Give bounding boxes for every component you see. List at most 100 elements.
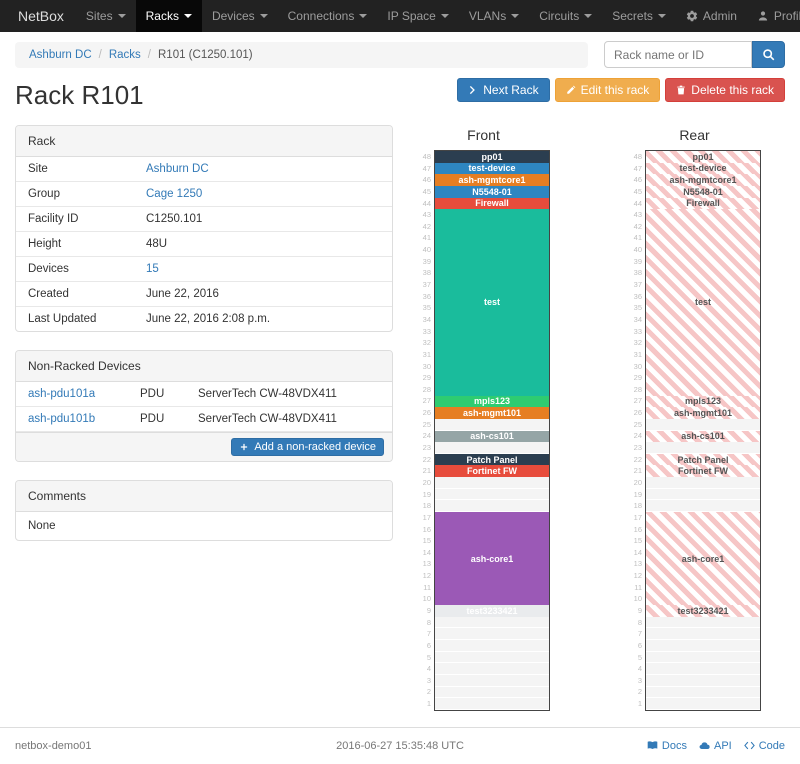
unit-number: 38 <box>422 268 431 278</box>
nav-item-sites[interactable]: Sites <box>76 0 136 32</box>
add-non-racked-device-button[interactable]: Add a non-racked device <box>231 438 384 456</box>
edit-rack-label: Edit this rack <box>580 83 650 97</box>
unit-number: 31 <box>633 349 642 359</box>
delete-rack-label: Delete this rack <box>691 83 774 97</box>
breadcrumb-item[interactable]: Racks <box>108 48 141 61</box>
unit-number: 19 <box>633 489 642 499</box>
unit-number: 9 <box>426 605 431 615</box>
empty-unit <box>435 675 549 687</box>
rack-device-rear[interactable]: Fortinet FW <box>646 465 760 478</box>
unit-number: 46 <box>422 175 431 185</box>
chevron-down-icon <box>183 14 192 18</box>
rack-device-rear[interactable]: pp01 <box>646 151 760 163</box>
empty-unit <box>435 500 549 512</box>
delete-rack-button[interactable]: Delete this rack <box>665 78 785 102</box>
code-link[interactable]: Code <box>743 740 785 752</box>
rack-device-rear[interactable]: N5548-01 <box>646 185 760 198</box>
rack-device-front[interactable]: ash-mgmt101 <box>435 407 549 419</box>
unit-number: 32 <box>422 338 431 348</box>
rack-device-rear[interactable]: Firewall <box>646 197 760 210</box>
unit-number: 30 <box>422 361 431 371</box>
rack-device-rear[interactable]: ash-mgmtcore1 <box>646 174 760 186</box>
rack-device-front[interactable]: Patch Panel <box>435 453 549 466</box>
edit-rack-button[interactable]: Edit this rack <box>554 78 661 102</box>
nav-item-label: Connections <box>287 9 355 23</box>
pencil-icon <box>566 85 575 94</box>
rack-device-front[interactable]: ash-core1 <box>435 512 549 606</box>
admin-link[interactable]: Admin <box>676 0 747 32</box>
rack-device-rear[interactable]: test <box>646 209 760 396</box>
rack-info-row: Created June 22, 2016 <box>16 282 392 307</box>
unit-number: 4 <box>426 664 431 674</box>
empty-unit <box>646 675 760 687</box>
nav-item-racks[interactable]: Racks <box>135 0 202 32</box>
device-link[interactable]: ash-pdu101a <box>28 388 96 400</box>
device-type-cell: ServerTech CW-48VDX411 <box>198 413 337 425</box>
rack-device-rear[interactable]: mpls123 <box>646 395 760 408</box>
front-elevation: Front 48 47 46 45 44 43 42 41 40 39 38 37 36 35 34 33 32… <box>417 125 550 711</box>
rack-info-title: Rack <box>16 126 392 157</box>
rack-device-front[interactable]: Fortinet FW <box>435 465 549 478</box>
nav-item-secrets[interactable]: Secrets <box>602 0 676 32</box>
device-link[interactable]: ash-pdu101b <box>28 413 96 425</box>
breadcrumb-row: Ashburn DC / Racks / R101 (C1250.101) <box>15 41 785 68</box>
rack-device-rear[interactable]: Patch Panel <box>646 453 760 466</box>
brand-link[interactable]: NetBox <box>18 8 64 24</box>
nav-item-circuits[interactable]: Circuits <box>529 0 602 32</box>
nav-item-devices[interactable]: Devices <box>202 0 278 32</box>
comments-title: Comments <box>16 481 392 512</box>
page-header: Rack R101 Next Rack Edit this rack Delet… <box>15 76 785 125</box>
nav-item-ip-space[interactable]: IP Space <box>377 0 458 32</box>
rack-device-rear[interactable]: test-device <box>646 162 760 175</box>
unit-number: 36 <box>422 291 431 301</box>
non-racked-footer: Add a non-racked device <box>16 432 392 461</box>
rack-device-front[interactable]: Firewall <box>435 197 549 210</box>
breadcrumb-item: R101 (C1250.101) <box>158 48 253 61</box>
rack-device-rear[interactable]: ash-mgmt101 <box>646 407 760 419</box>
breadcrumb-item[interactable]: Ashburn DC <box>29 48 92 61</box>
rack-device-front[interactable]: mpls123 <box>435 395 549 408</box>
search-button[interactable] <box>752 41 785 68</box>
unit-number: 27 <box>422 396 431 406</box>
profile-link[interactable]: Profile <box>747 0 800 32</box>
chevron-down-icon <box>657 14 666 18</box>
empty-unit <box>646 628 760 641</box>
rack-device-front[interactable]: pp01 <box>435 151 549 163</box>
unit-number: 33 <box>422 326 431 336</box>
rack-device-front[interactable]: test-device <box>435 162 549 175</box>
empty-unit <box>646 686 760 699</box>
rack-info-row: Facility ID C1250.101 <box>16 207 392 232</box>
chevron-down-icon <box>117 14 126 18</box>
nav-item-vlans[interactable]: VLANs <box>459 0 529 32</box>
empty-unit <box>646 651 760 664</box>
unit-number: 36 <box>633 291 642 301</box>
rack-device-front[interactable]: ash-mgmtcore1 <box>435 174 549 186</box>
comments-body: None <box>28 520 56 532</box>
info-value-link[interactable]: Cage 1250 <box>146 188 203 200</box>
search-input[interactable] <box>604 41 752 68</box>
rack-device-rear[interactable]: ash-core1 <box>646 512 760 606</box>
empty-unit <box>646 442 760 454</box>
unit-number: 48 <box>422 152 431 161</box>
api-link[interactable]: API <box>699 740 732 752</box>
rack-device-rear[interactable]: test3233421 <box>646 605 760 617</box>
rack-device-front[interactable]: test <box>435 209 549 396</box>
rack-device-front[interactable]: ash-cs101 <box>435 430 549 443</box>
docs-link[interactable]: Docs <box>647 740 687 752</box>
unit-number: 23 <box>422 443 431 453</box>
admin-label: Admin <box>702 9 737 23</box>
next-rack-button[interactable]: Next Rack <box>457 78 550 102</box>
nav-item-connections[interactable]: Connections <box>278 0 378 32</box>
info-value-link[interactable]: Ashburn DC <box>146 163 209 175</box>
unit-number: 14 <box>422 547 431 557</box>
unit-number: 22 <box>422 454 431 464</box>
info-value-link[interactable]: 15 <box>146 263 159 275</box>
unit-number: 32 <box>633 338 642 348</box>
rack-info-body: Site Ashburn DC Group Cage 1250 Facility ID C… <box>16 157 392 331</box>
info-label: Last Updated <box>28 313 97 325</box>
unit-number: 12 <box>422 571 431 581</box>
add-non-racked-device-label: Add a non-racked device <box>254 441 376 453</box>
rack-device-front[interactable]: test3233421 <box>435 605 549 617</box>
rack-device-front[interactable]: N5548-01 <box>435 185 549 198</box>
rack-device-rear[interactable]: ash-cs101 <box>646 430 760 443</box>
